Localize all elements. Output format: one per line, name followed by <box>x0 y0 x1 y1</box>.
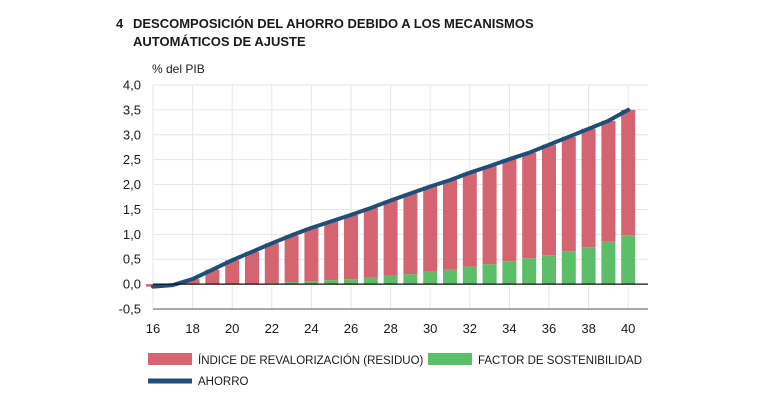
y-axis-unit-label: % del PIB <box>152 62 205 76</box>
x-tick-label: 16 <box>146 321 160 336</box>
legend-key-indice <box>148 353 192 365</box>
indice-bar <box>443 180 457 270</box>
factor-bar <box>363 277 378 285</box>
legend-key-factor <box>428 353 472 365</box>
chart-title-line-1: DESCOMPOSICIÓN DEL AHORRO DEBIDO A LOS M… <box>133 16 534 31</box>
x-tick-label: 20 <box>225 321 239 336</box>
y-tick-label: 2,5 <box>123 152 141 167</box>
indice-bar <box>383 200 398 276</box>
factor-bar <box>581 247 596 285</box>
indice-bar <box>304 227 319 282</box>
indice-bar <box>284 235 299 283</box>
factor-bar <box>304 281 319 285</box>
indice-bar <box>561 136 576 252</box>
indice-bar <box>403 193 418 275</box>
axes: 4,0 3,5 3,0 2,5 2,0 1,5 1,0 0,5 0,0 -0,5 16 18 20 22 2… <box>119 78 648 336</box>
x-tick-label: 40 <box>621 321 635 336</box>
y-tick-label: 3,5 <box>123 102 141 117</box>
x-tick-label: 30 <box>423 321 437 336</box>
factor-bar <box>344 279 358 285</box>
indice-bar <box>542 144 556 256</box>
legend-label-factor: FACTOR DE SOSTENIBILIDAD <box>478 355 642 367</box>
indice-bar <box>363 207 378 278</box>
factor-bar <box>324 280 339 285</box>
indice-bar <box>344 214 358 280</box>
indice-bar <box>502 159 517 262</box>
indice-bar <box>601 120 616 242</box>
factor-bar <box>561 251 576 285</box>
indice-bar <box>225 260 240 285</box>
indice-bar <box>264 243 279 284</box>
y-tick-label: 0,5 <box>123 252 141 267</box>
legend-label-indice: ÍNDICE DE REVALORIZACIÓN (RESIDUO) <box>198 354 424 367</box>
x-tick-label: 36 <box>542 321 556 336</box>
x-tick-label: 26 <box>344 321 358 336</box>
indice-bar <box>581 128 596 248</box>
x-tick-label: 32 <box>463 321 477 336</box>
factor-bar <box>522 258 537 285</box>
chart-title-line-2: AUTOMÁTICOS DE AJUSTE <box>133 34 306 49</box>
y-tick-label: 0,0 <box>123 277 141 292</box>
x-tick-label: 22 <box>265 321 279 336</box>
indice-bar <box>245 251 259 285</box>
factor-bar <box>482 264 497 285</box>
bars <box>146 109 636 287</box>
y-tick-label: -0,5 <box>119 302 141 317</box>
y-tick-label: 4,0 <box>123 78 141 93</box>
ahorro-line <box>151 107 631 289</box>
x-tick-label: 34 <box>502 321 516 336</box>
factor-bar <box>403 274 418 285</box>
figure-number: 4 <box>116 16 124 31</box>
factor-bar <box>621 235 636 285</box>
y-tick-label: 1,0 <box>123 227 141 242</box>
factor-bar <box>542 255 556 285</box>
ahorro-line-layer <box>151 107 631 289</box>
indice-bar <box>482 166 497 265</box>
indice-bar <box>621 109 636 236</box>
indice-bar <box>185 279 200 285</box>
factor-bar <box>502 261 517 285</box>
x-tick-label: 24 <box>304 321 318 336</box>
y-tick-label: 2,0 <box>123 177 141 192</box>
factor-bar <box>443 269 457 285</box>
y-tick-label: 3,0 <box>123 127 141 142</box>
factor-bar <box>462 266 477 285</box>
legend-key-ahorro <box>148 378 192 384</box>
legend: ÍNDICE DE REVALORIZACIÓN (RESIDUO) FACTOR… <box>148 353 642 388</box>
y-tick-label: 1,5 <box>123 202 141 217</box>
x-tick-label: 38 <box>581 321 595 336</box>
indice-bar <box>462 172 477 267</box>
indice-bar <box>423 186 438 272</box>
x-tick-label: 18 <box>185 321 199 336</box>
factor-bar <box>601 241 616 285</box>
factor-bar <box>383 275 398 285</box>
x-tick-label: 28 <box>383 321 397 336</box>
indice-bar <box>324 221 339 281</box>
indice-bar <box>522 152 537 259</box>
factor-bar <box>284 282 299 285</box>
factor-bar <box>423 271 438 285</box>
legend-label-ahorro: AHORRO <box>198 376 249 388</box>
